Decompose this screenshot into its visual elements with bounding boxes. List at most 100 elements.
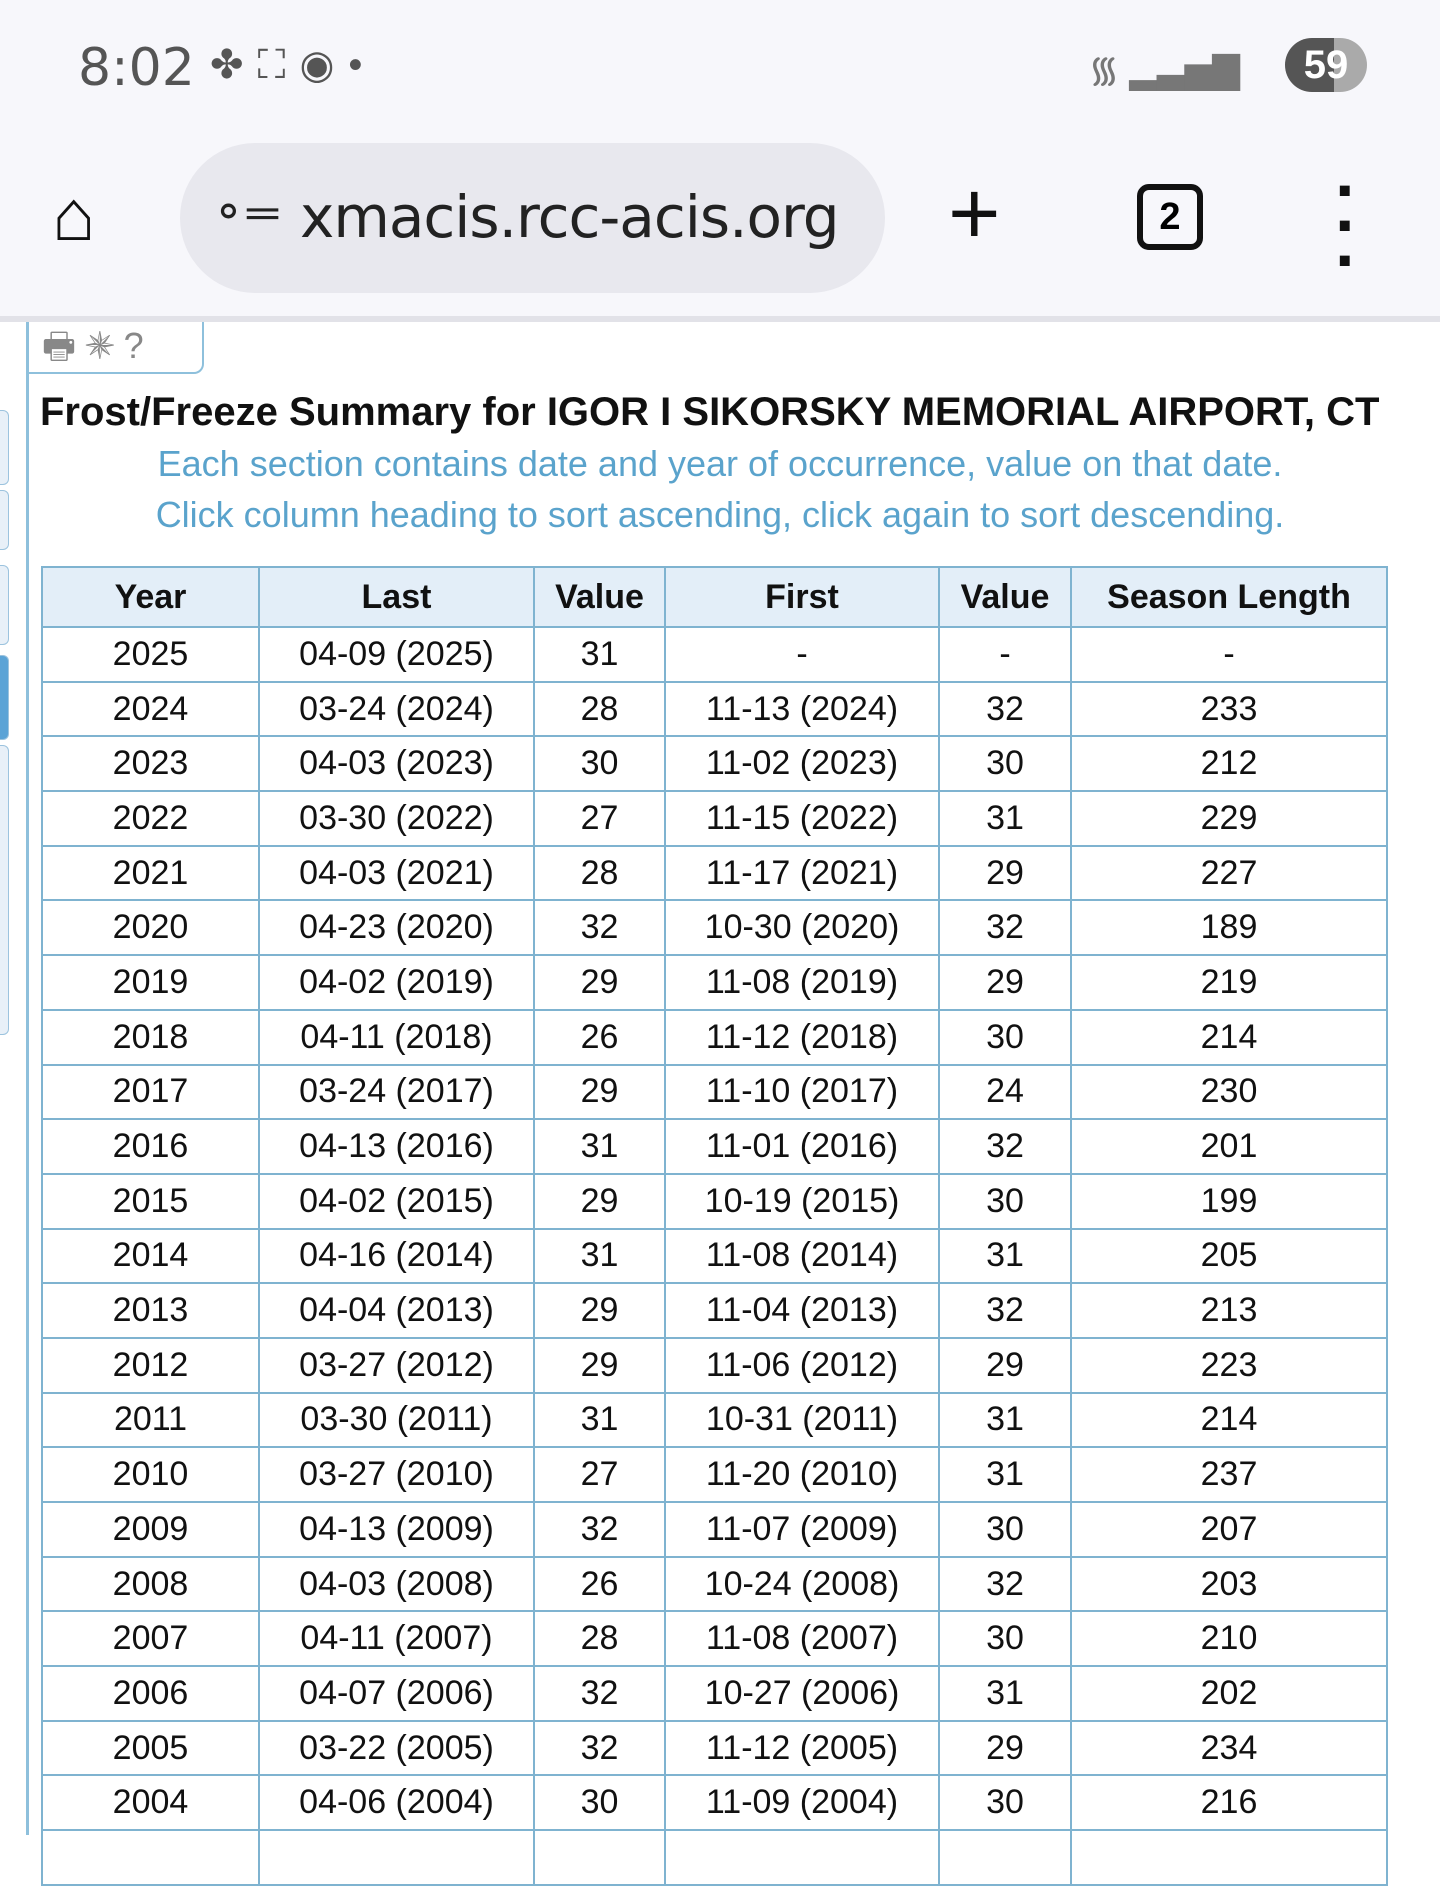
cell-first: 11-08 (2007) <box>664 1610 940 1668</box>
cell-last-value: 29 <box>533 1282 666 1339</box>
clock: 8:02 <box>78 38 195 98</box>
cell-year: 2020 <box>41 899 260 957</box>
cell-last-value: 32 <box>533 899 666 957</box>
cell-year: 2019 <box>41 954 260 1011</box>
header-last[interactable]: Last <box>258 566 535 628</box>
table-row: 2021 04-03 (2021) 28 11-17 (2021) 29 227 <box>41 844 1388 902</box>
header-first-value[interactable]: Value <box>938 566 1072 628</box>
screenshot-icon: ⛶ <box>257 43 300 87</box>
cell-first-value: 31 <box>938 1446 1072 1503</box>
cell-last: 04-13 (2009) <box>258 1501 535 1558</box>
cell-last: 04-02 (2015) <box>258 1172 535 1230</box>
cell-last: 04-16 (2014) <box>258 1227 535 1285</box>
cell-season-length: 205 <box>1070 1227 1388 1285</box>
cell-last-value: 30 <box>533 735 666 793</box>
cell-first-value: 29 <box>938 844 1072 902</box>
cell-last-value: 32 <box>533 1665 666 1722</box>
more-menu-icon[interactable]: · · · <box>1335 151 1359 299</box>
cell-first: 11-01 (2016) <box>664 1118 940 1175</box>
cell-season-length: 213 <box>1070 1282 1388 1339</box>
header-first[interactable]: First <box>664 566 940 628</box>
cell-first-value: 32 <box>938 899 1072 957</box>
print-icon[interactable]: 🖶 <box>42 325 84 366</box>
cell-year: 2017 <box>41 1063 260 1121</box>
cell-first-value: 29 <box>938 1336 1072 1394</box>
cell-last-value: 28 <box>533 844 666 902</box>
cell-year: 2023 <box>41 735 260 793</box>
cell-last-value: 29 <box>533 1336 666 1394</box>
gear-icon[interactable]: ✵ <box>83 325 124 366</box>
cell-first-value: 30 <box>938 1008 1072 1066</box>
cell-last-value: 32 <box>533 1719 666 1777</box>
table-row: 2014 04-16 (2014) 31 11-08 (2014) 31 205 <box>41 1227 1388 1285</box>
cell-year: 2009 <box>41 1501 260 1558</box>
cell-first: 11-13 (2024) <box>664 680 940 738</box>
cell-last-value: 31 <box>533 1391 666 1449</box>
cell-season-length: 216 <box>1070 1774 1388 1832</box>
sidebar-tab-active[interactable] <box>0 655 9 740</box>
cell-last-value: 29 <box>533 954 666 1011</box>
help-icon[interactable]: ? <box>123 325 152 366</box>
site-settings-icon[interactable]: ⚬═ <box>210 188 279 237</box>
header-year[interactable]: Year <box>41 566 260 628</box>
table-row: 2012 03-27 (2012) 29 11-06 (2012) 29 223 <box>41 1336 1388 1394</box>
battery-indicator: 59 <box>1285 38 1367 92</box>
cell-season-length: 223 <box>1070 1336 1388 1394</box>
cell-year: 2015 <box>41 1172 260 1230</box>
cell-last-value: 31 <box>533 626 666 683</box>
cell-last-value: 29 <box>533 1063 666 1121</box>
cell-first: 11-12 (2018) <box>664 1008 940 1066</box>
cell-first-value: - <box>938 626 1072 683</box>
cell-season-length: 230 <box>1070 1063 1388 1121</box>
cell-last: 03-30 (2011) <box>258 1391 535 1449</box>
cell-year: 2006 <box>41 1665 260 1722</box>
cell-empty <box>664 1829 940 1886</box>
cell-first: 11-02 (2023) <box>664 735 940 793</box>
cell-last: 04-02 (2019) <box>258 954 535 1011</box>
header-last-value[interactable]: Value <box>533 566 666 628</box>
sidebar-tab[interactable] <box>0 490 9 550</box>
url-text[interactable]: xmacis.rcc-acis.org <box>300 183 840 251</box>
cell-first: 11-08 (2019) <box>664 954 940 1011</box>
table-row: 2008 04-03 (2008) 26 10-24 (2008) 32 203 <box>41 1555 1388 1613</box>
cell-last: 04-09 (2025) <box>258 626 535 683</box>
notification-icons: ✤⛶◉• <box>210 42 376 88</box>
cell-first-value: 32 <box>938 1282 1072 1339</box>
cell-year: 2014 <box>41 1227 260 1285</box>
cell-season-length: 189 <box>1070 899 1388 957</box>
table-row: 2010 03-27 (2010) 27 11-20 (2010) 31 237 <box>41 1446 1388 1503</box>
cell-season-length: 233 <box>1070 680 1388 738</box>
cell-last-value: 28 <box>533 680 666 738</box>
address-bar[interactable]: ⚬═ xmacis.rcc-acis.org <box>180 143 885 293</box>
cell-year: 2024 <box>41 680 260 738</box>
cell-season-length: 199 <box>1070 1172 1388 1230</box>
table-row: 2006 04-07 (2006) 32 10-27 (2006) 31 202 <box>41 1665 1388 1722</box>
cell-year: 2025 <box>41 626 260 683</box>
cell-last-value: 27 <box>533 790 666 847</box>
cell-first: 11-12 (2005) <box>664 1719 940 1777</box>
page-title: Frost/Freeze Summary for IGOR I SIKORSKY… <box>40 390 1380 434</box>
table-row: 2018 04-11 (2018) 26 11-12 (2018) 30 214 <box>41 1008 1388 1066</box>
cell-season-length: 237 <box>1070 1446 1388 1503</box>
cell-first-value: 32 <box>938 680 1072 738</box>
cell-first-value: 32 <box>938 1118 1072 1175</box>
home-icon[interactable]: ⌂ <box>52 176 96 256</box>
cell-season-length: 214 <box>1070 1391 1388 1449</box>
table-row: 2022 03-30 (2022) 27 11-15 (2022) 31 229 <box>41 790 1388 847</box>
cell-year: 2010 <box>41 1446 260 1503</box>
header-season-length[interactable]: Season Length <box>1070 566 1388 628</box>
table-row: 2005 03-22 (2005) 32 11-12 (2005) 29 234 <box>41 1719 1388 1777</box>
cell-first: 10-31 (2011) <box>664 1391 940 1449</box>
cell-season-length: 212 <box>1070 735 1388 793</box>
cell-empty <box>938 1829 1072 1886</box>
cell-year: 2021 <box>41 844 260 902</box>
sidebar-tab[interactable] <box>0 745 9 1035</box>
table-row-partial <box>41 1829 1388 1886</box>
cell-last-value: 32 <box>533 1501 666 1558</box>
sidebar-tab[interactable] <box>0 410 9 485</box>
tab-switcher-button[interactable]: 2 <box>1137 184 1203 250</box>
cell-last: 04-13 (2016) <box>258 1118 535 1175</box>
sidebar-tab[interactable] <box>0 565 9 645</box>
new-tab-icon[interactable]: + <box>948 164 1001 264</box>
cell-last: 04-04 (2013) <box>258 1282 535 1339</box>
